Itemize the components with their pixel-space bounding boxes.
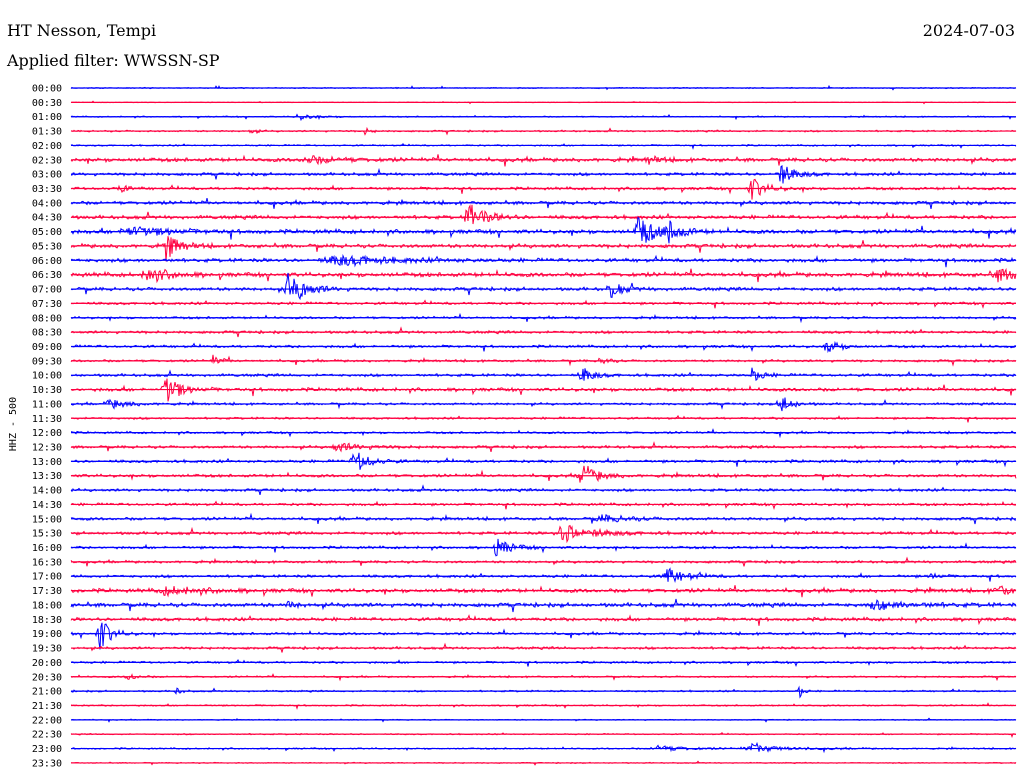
trace-1000 xyxy=(70,367,1017,381)
tick-label: 06:30 xyxy=(32,270,62,281)
trace-1430 xyxy=(70,500,1017,510)
tick-label: 05:00 xyxy=(32,227,62,238)
tick-label: 14:00 xyxy=(32,486,62,497)
tick-label: 15:00 xyxy=(32,514,62,525)
trace-2300 xyxy=(70,741,1017,754)
tick-label: 01:00 xyxy=(32,112,62,123)
tick-label: 16:00 xyxy=(32,543,62,554)
trace-0900 xyxy=(70,340,1017,354)
tick-label: 07:00 xyxy=(32,285,62,296)
tick-label: 10:30 xyxy=(32,385,62,396)
tick-label: 10:00 xyxy=(32,371,62,382)
tick-label: 03:30 xyxy=(32,184,62,195)
trace-0230 xyxy=(70,154,1017,167)
tick-label: 11:00 xyxy=(32,399,62,410)
tick-label: 12:00 xyxy=(32,428,62,439)
trace-0600 xyxy=(70,253,1017,268)
tick-label: 20:30 xyxy=(32,672,62,683)
tick-label: 23:00 xyxy=(32,744,62,755)
tick-label: 23:30 xyxy=(32,758,62,769)
seismic-traces xyxy=(70,84,1017,766)
trace-0530 xyxy=(70,236,1017,262)
trace-0430 xyxy=(70,204,1017,225)
trace-0700 xyxy=(70,272,1017,301)
tick-label: 18:30 xyxy=(32,615,62,626)
y-axis-label: HHZ - 500 xyxy=(8,397,19,451)
trace-2100 xyxy=(70,685,1017,699)
trace-0200 xyxy=(70,143,1017,150)
trace-1130 xyxy=(70,414,1017,423)
tick-label: 07:30 xyxy=(32,299,62,310)
trace-2000 xyxy=(70,659,1017,668)
tick-label: 01:30 xyxy=(32,127,62,138)
tick-label: 04:00 xyxy=(32,198,62,209)
tick-label: 03:00 xyxy=(32,170,62,181)
tick-label: 21:30 xyxy=(32,701,62,712)
tick-label: 06:00 xyxy=(32,256,62,267)
date-label: 2024-07-03 xyxy=(922,21,1015,40)
tick-label: 22:00 xyxy=(32,715,62,726)
trace-0500 xyxy=(70,216,1017,244)
tick-label: 08:30 xyxy=(32,328,62,339)
trace-0330 xyxy=(70,178,1017,200)
trace-1330 xyxy=(70,465,1017,483)
tick-label: 16:30 xyxy=(32,557,62,568)
tick-label: 02:30 xyxy=(32,155,62,166)
tick-label: 12:30 xyxy=(32,443,62,454)
tick-label: 08:00 xyxy=(32,313,62,324)
tick-label: 02:00 xyxy=(32,141,62,152)
trace-1700 xyxy=(70,567,1017,583)
tick-label: 18:00 xyxy=(32,600,62,611)
tick-label: 09:00 xyxy=(32,342,62,353)
tick-label: 04:30 xyxy=(32,213,62,224)
trace-1730 xyxy=(70,585,1017,598)
filter-label: Applied filter: WWSSN-SP xyxy=(7,51,220,70)
trace-0930 xyxy=(70,354,1017,367)
station-title: HT Nesson, Tempi xyxy=(7,21,157,40)
tick-label: 13:00 xyxy=(32,457,62,468)
tick-label: 00:30 xyxy=(32,98,62,109)
tick-label: 15:30 xyxy=(32,529,62,540)
tick-label: 19:00 xyxy=(32,629,62,640)
tick-label: 21:00 xyxy=(32,687,62,698)
tick-label: 22:30 xyxy=(32,730,62,741)
trace-1900 xyxy=(70,622,1017,650)
tick-label: 05:30 xyxy=(32,241,62,252)
tick-label: 14:30 xyxy=(32,500,62,511)
tick-label: 11:30 xyxy=(32,414,62,425)
trace-0630 xyxy=(70,267,1017,284)
time-tick-labels: 00:00 00:30 01:00 01:30 02:00 02:30 03:00 03:30… xyxy=(32,84,62,770)
tick-label: 17:00 xyxy=(32,572,62,583)
tick-label: 19:30 xyxy=(32,644,62,655)
tick-label: 13:30 xyxy=(32,471,62,482)
tick-label: 09:30 xyxy=(32,356,62,367)
trace-1830 xyxy=(70,614,1017,626)
tick-label: 17:30 xyxy=(32,586,62,597)
tick-label: 20:00 xyxy=(32,658,62,669)
trace-0730 xyxy=(70,299,1016,309)
tick-label: 00:00 xyxy=(32,84,62,95)
